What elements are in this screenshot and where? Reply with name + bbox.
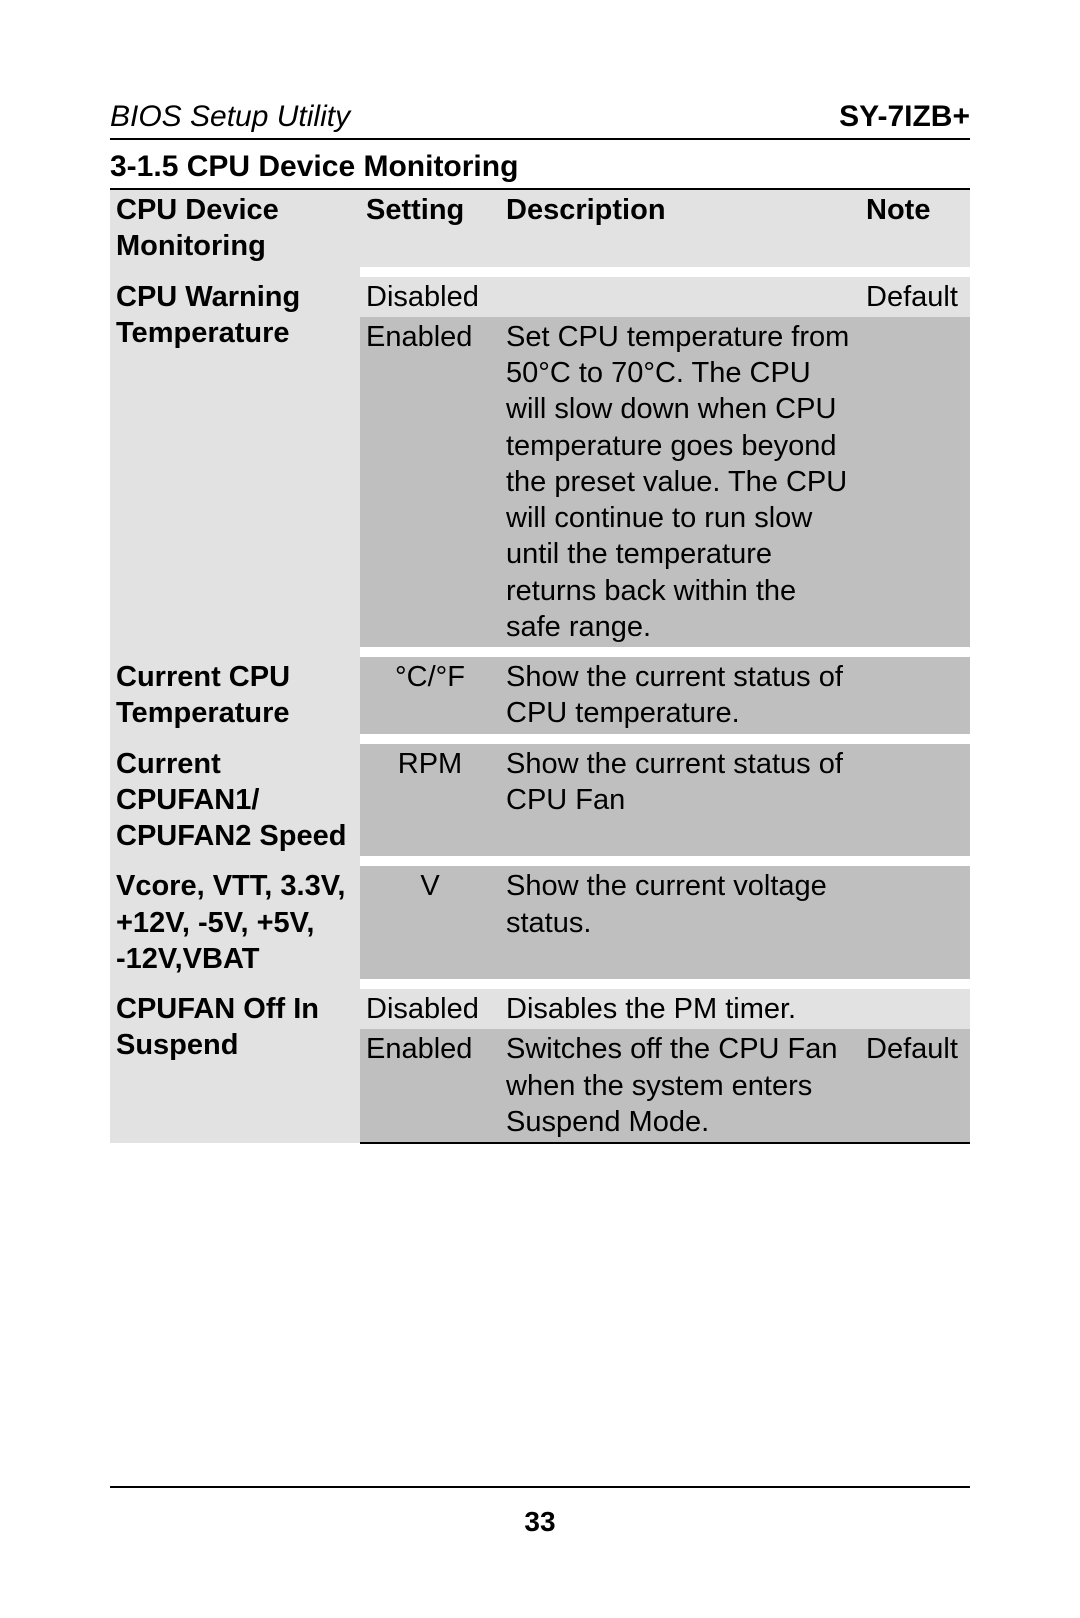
page-footer: 33	[0, 1486, 1080, 1538]
cell-name: Vcore, VTT, 3.3V, +12V, -5V, +5V, -12V,V…	[110, 866, 360, 979]
spacer-row	[110, 267, 970, 277]
cell-note: Default	[860, 277, 970, 317]
col-header-description: Description	[500, 189, 860, 267]
cell-name: CPUFAN Off In Suspend	[110, 989, 360, 1143]
row-current-cpu-temp: Current CPU Temperature °C/°F Show the c…	[110, 657, 970, 734]
cell-note	[860, 317, 970, 647]
section-title: 3-1.5 CPU Device Monitoring	[110, 150, 970, 184]
cell-name: Current CPU Temperature	[110, 657, 360, 734]
spacer-row	[110, 647, 970, 657]
col-header-setting: Setting	[360, 189, 500, 267]
cell-description: Show the current voltage status.	[500, 866, 860, 979]
cell-setting: V	[360, 866, 500, 979]
page-header: BIOS Setup Utility SY-7IZB+	[110, 100, 970, 140]
page: BIOS Setup Utility SY-7IZB+ 3-1.5 CPU De…	[0, 0, 1080, 1618]
header-left: BIOS Setup Utility	[110, 100, 350, 134]
cell-description: Show the current status of CPU temperatu…	[500, 657, 860, 734]
cell-setting: Disabled	[360, 277, 500, 317]
row-voltage: Vcore, VTT, 3.3V, +12V, -5V, +5V, -12V,V…	[110, 866, 970, 979]
cell-description	[500, 277, 860, 317]
cell-name: CPU Warning Temperature	[110, 277, 360, 648]
table-header-row: CPU Device Monitoring Setting Descriptio…	[110, 189, 970, 267]
page-number: 33	[524, 1506, 555, 1537]
spacer-row	[110, 734, 970, 744]
cell-description: Show the current status of CPU Fan	[500, 744, 860, 857]
cell-note: Default	[860, 1029, 970, 1143]
cell-note	[860, 744, 970, 857]
spacer-row	[110, 856, 970, 866]
cell-note	[860, 989, 970, 1029]
cell-note	[860, 657, 970, 734]
cell-description: Disables the PM timer.	[500, 989, 860, 1029]
footer-rule	[110, 1486, 970, 1488]
cell-note	[860, 866, 970, 979]
row-cpufan-off-disabled: CPUFAN Off In Suspend Disabled Disables …	[110, 989, 970, 1029]
cell-setting: Enabled	[360, 317, 500, 647]
cell-description: Switches off the CPU Fan when the system…	[500, 1029, 860, 1143]
cell-name: Current CPUFAN1/ CPUFAN2 Speed	[110, 744, 360, 857]
cell-setting: Enabled	[360, 1029, 500, 1143]
row-cpu-warning-disabled: CPU Warning Temperature Disabled Default	[110, 277, 970, 317]
header-right: SY-7IZB+	[839, 100, 970, 134]
cell-setting: °C/°F	[360, 657, 500, 734]
cell-setting: Disabled	[360, 989, 500, 1029]
col-header-note: Note	[860, 189, 970, 267]
settings-table: CPU Device Monitoring Setting Descriptio…	[110, 188, 970, 1144]
cell-description: Set CPU temperature from 50°C to 70°C. T…	[500, 317, 860, 647]
cell-setting: RPM	[360, 744, 500, 857]
row-cpufan-speed: Current CPUFAN1/ CPUFAN2 Speed RPM Show …	[110, 744, 970, 857]
col-header-name: CPU Device Monitoring	[110, 189, 360, 267]
spacer-row	[110, 979, 970, 989]
